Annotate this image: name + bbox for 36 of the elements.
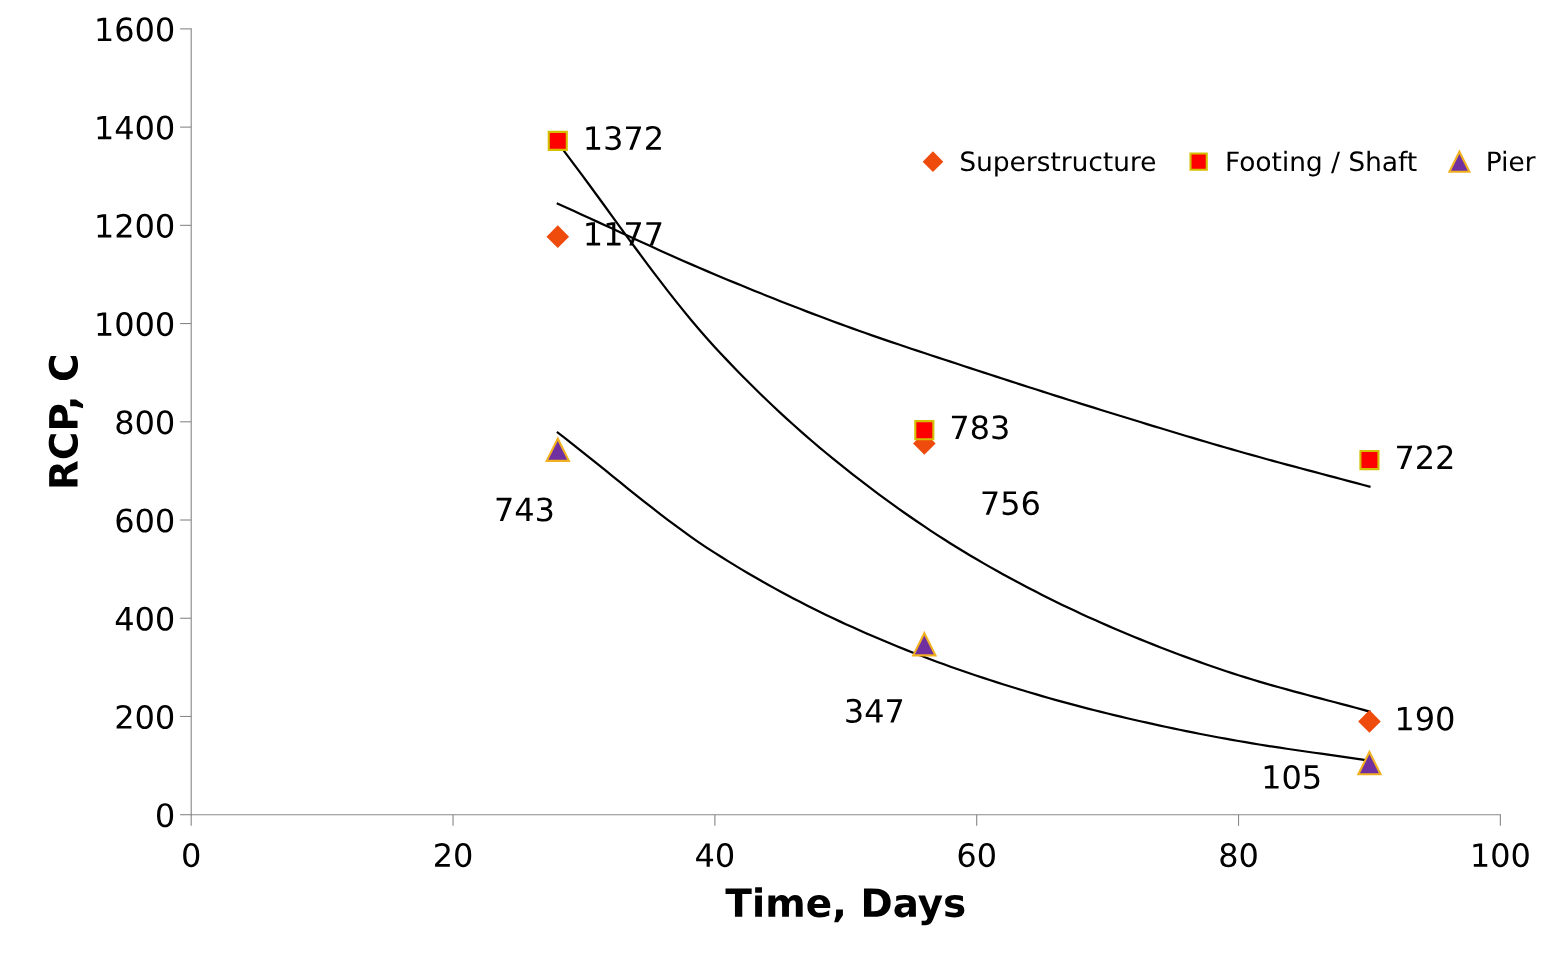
x-tick-label: 100 <box>1473 843 1529 868</box>
y-tick-label: 1000 <box>97 312 174 337</box>
y-axis-title: RCP, C <box>48 355 84 487</box>
legend-label: Footing / Shaft <box>1227 150 1417 177</box>
point <box>1359 450 1380 471</box>
y-tick-label: 1600 <box>97 17 174 42</box>
data-label: 743 <box>496 497 553 522</box>
point <box>912 632 937 657</box>
x-tick-label: 80 <box>1220 843 1257 868</box>
point <box>914 420 935 441</box>
data-label: 722 <box>1397 445 1453 469</box>
y-tick-label: 0 <box>157 803 174 828</box>
point <box>1357 750 1382 776</box>
point <box>545 437 570 462</box>
legend-label: Superstructure <box>961 151 1156 177</box>
point <box>547 130 568 151</box>
data-label: 105 <box>1264 764 1320 790</box>
data-label: 347 <box>846 698 903 723</box>
data-label: 190 <box>1397 706 1454 731</box>
x-axis-title: Time, Days <box>725 887 965 926</box>
y-tick-label: 1200 <box>97 213 174 238</box>
x-tick-label: 20 <box>435 843 472 868</box>
x-tick-label: 60 <box>958 843 995 868</box>
data-label: 783 <box>951 415 1008 440</box>
y-tick-label: 1400 <box>97 115 174 140</box>
x-tick-label: 0 <box>183 843 200 868</box>
point <box>1358 710 1381 733</box>
x-tick-label: 40 <box>696 843 734 868</box>
data-label: 756 <box>982 491 1039 516</box>
point <box>546 225 569 248</box>
y-tick-label: 600 <box>116 508 174 533</box>
y-tick-label: 200 <box>116 704 174 730</box>
y-tick-label: 800 <box>116 410 174 435</box>
data-label: 1372 <box>586 125 661 151</box>
legend-label: Pier <box>1488 150 1536 172</box>
y-tick-label: 400 <box>115 606 174 631</box>
